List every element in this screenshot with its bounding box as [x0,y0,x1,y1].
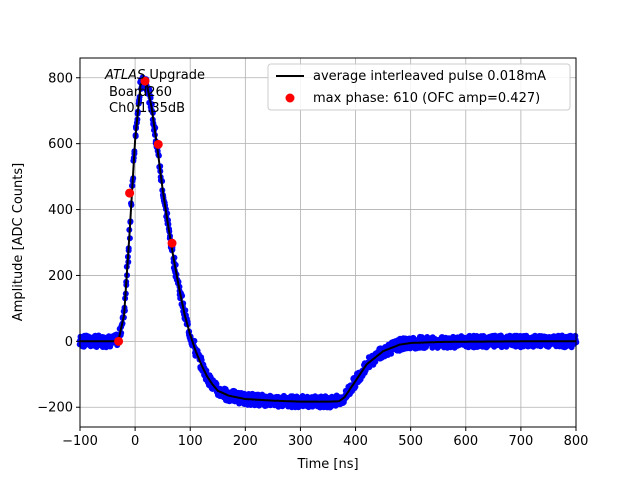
annotation-line-3: Ch0:1.35dB [109,101,185,116]
max-phase-point [114,336,124,346]
annotation-atlas: ATLAS [104,68,145,83]
x-tick-label: 500 [398,434,423,449]
y-tick-label: 400 [48,203,73,218]
y-tick-label: 600 [48,137,73,152]
legend-marker-swatch [285,93,295,103]
x-tick-label: 0 [131,434,139,449]
x-tick-label: 400 [343,434,368,449]
max-phase-point [125,188,135,198]
x-tick-label: 300 [288,434,313,449]
grid [79,58,577,427]
y-tick-label: 800 [48,71,73,86]
max-phase-point [167,238,177,248]
x-ticks: −100 0 100 200 300 400 500 600 700 800 [62,427,588,449]
average-pulse-line [80,79,576,403]
sample-point [352,383,359,390]
x-axis-label: Time [ns] [296,457,358,472]
x-tick-label: 800 [564,434,589,449]
annotation-line-1: ATLAS Upgrade [104,68,205,83]
x-tick-label: 100 [178,434,203,449]
y-tick-label: 200 [48,269,73,284]
y-tick-label: 0 [65,335,73,350]
legend-box [267,63,571,111]
annotation-upgrade: Upgrade [145,68,205,83]
x-tick-label: 200 [233,434,258,449]
plot-frame [79,57,577,428]
annotation-block: ATLAS Upgrade Board260 Ch0:1.35dB [104,68,205,116]
sample-points-band [76,74,580,411]
sample-point [388,350,395,357]
y-axis-label: Amplitude [ADC Counts] [11,163,26,321]
max-phase-point [140,76,150,86]
x-tick-label: 700 [508,434,533,449]
x-tick-label: 600 [453,434,478,449]
y-ticks: −200 0 200 400 600 800 [37,71,80,416]
y-tick-label: −200 [37,401,73,416]
x-tick-label: −100 [62,434,98,449]
legend-entry-max-phase: max phase: 610 (OFC amp=0.427) [313,91,540,106]
legend: average interleaved pulse 0.018mA max ph… [267,63,571,111]
legend-entry-average-pulse: average interleaved pulse 0.018mA [313,69,546,84]
max-phase-point [153,139,163,149]
max-phase-markers [114,76,177,346]
annotation-line-2: Board260 [109,85,172,100]
